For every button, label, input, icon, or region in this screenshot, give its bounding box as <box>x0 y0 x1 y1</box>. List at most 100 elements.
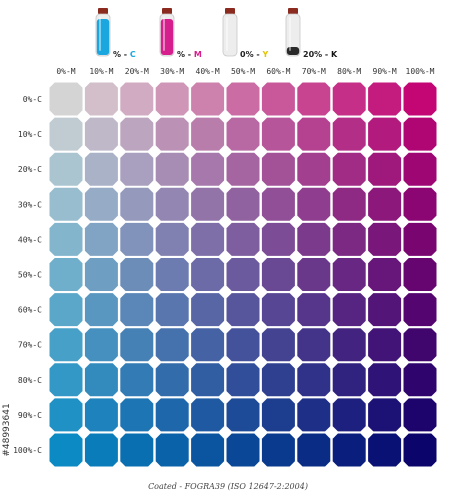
swatch <box>226 363 260 397</box>
swatch <box>84 398 118 432</box>
swatch <box>261 222 295 256</box>
swatch <box>120 293 154 327</box>
column-label: 30%-M <box>160 67 184 76</box>
magenta-bottle-label: % - M <box>177 50 202 59</box>
swatch <box>120 328 154 362</box>
swatch <box>332 433 366 467</box>
swatch <box>191 82 225 116</box>
row-label: 40%-C <box>18 235 42 244</box>
swatch <box>84 363 118 397</box>
swatch <box>226 433 260 467</box>
swatch <box>332 293 366 327</box>
swatch <box>368 363 402 397</box>
swatch <box>49 398 83 432</box>
swatch <box>226 293 260 327</box>
swatch <box>297 187 331 221</box>
swatch <box>49 152 83 186</box>
swatch <box>297 152 331 186</box>
swatch <box>368 258 402 291</box>
row-labels: 0%-C 10%-C 20%-C 30%-C 40%-C 50%-C 60%-C 70%-C 8… <box>13 95 42 455</box>
swatch <box>84 117 118 151</box>
swatch <box>261 328 295 362</box>
yellow-bottle-cap <box>225 8 235 14</box>
magenta-ink-level <box>160 19 174 55</box>
swatch <box>226 398 260 432</box>
swatch <box>261 258 295 291</box>
swatch <box>261 82 295 116</box>
swatch <box>191 433 225 467</box>
swatch <box>49 258 83 291</box>
swatch <box>368 328 402 362</box>
swatch <box>120 433 154 467</box>
yellow-bottle: 0% - Y <box>222 8 268 59</box>
row-label: 20%-C <box>18 165 42 174</box>
swatch <box>49 82 83 116</box>
swatch <box>403 293 437 327</box>
black-ink-level <box>286 47 300 55</box>
swatch <box>226 258 260 291</box>
row-label: 60%-C <box>18 306 42 315</box>
swatch <box>191 117 225 151</box>
swatch <box>84 152 118 186</box>
side-image-id: #48993641 <box>2 403 12 456</box>
column-labels: 0%-M 10%-M 20%-M 30%-M 40%-M 50%-M 60%-M 70%-M 8… <box>56 67 434 76</box>
swatch <box>120 82 154 116</box>
cyan-bottle-cap <box>98 8 108 14</box>
column-label: 0%-M <box>56 67 75 76</box>
swatch <box>120 363 154 397</box>
swatch <box>120 258 154 291</box>
cyan-bottle-label: % - C <box>113 50 136 59</box>
swatch <box>332 187 366 221</box>
cyan-ink-level <box>96 19 110 55</box>
swatch <box>155 222 189 256</box>
swatch <box>297 222 331 256</box>
swatch <box>261 398 295 432</box>
swatch <box>84 293 118 327</box>
swatch <box>226 222 260 256</box>
swatch <box>403 152 437 186</box>
black-bottle-label: 20% - K <box>303 50 338 59</box>
swatch <box>120 117 154 151</box>
swatch <box>84 222 118 256</box>
yellow-bottle-body <box>222 13 238 57</box>
swatch <box>403 82 437 116</box>
swatch <box>332 258 366 291</box>
swatch <box>368 152 402 186</box>
footer-caption: Coated - FOGRA39 (ISO 12647-2:2004) <box>148 482 308 491</box>
swatch <box>120 222 154 256</box>
swatch <box>297 398 331 432</box>
swatch <box>368 82 402 116</box>
swatch <box>332 222 366 256</box>
swatch <box>403 328 437 362</box>
row-label: 50%-C <box>18 271 42 280</box>
swatch <box>403 258 437 291</box>
ink-bottles: % - C % - M 0% - Y 20% - K <box>95 8 338 59</box>
swatch <box>155 398 189 432</box>
swatch <box>403 433 437 467</box>
magenta-bottle: % - M <box>159 8 202 59</box>
swatch <box>84 258 118 291</box>
swatch <box>49 433 83 467</box>
swatch <box>191 187 225 221</box>
swatch <box>332 398 366 432</box>
swatch <box>49 293 83 327</box>
swatch <box>297 82 331 116</box>
swatch <box>297 258 331 291</box>
row-label: 30%-C <box>18 200 42 209</box>
swatch <box>403 363 437 397</box>
swatch <box>155 293 189 327</box>
swatch <box>261 433 295 467</box>
column-label: 50%-M <box>231 67 255 76</box>
swatch <box>261 293 295 327</box>
swatch <box>368 222 402 256</box>
row-label: 70%-C <box>18 341 42 350</box>
row-label: 90%-C <box>18 411 42 420</box>
swatch <box>403 187 437 221</box>
swatch <box>332 117 366 151</box>
swatch <box>191 258 225 291</box>
row-label: 0%-C <box>23 95 42 104</box>
column-label: 70%-M <box>302 67 326 76</box>
row-label: 80%-C <box>18 376 42 385</box>
swatch <box>155 363 189 397</box>
swatch <box>49 328 83 362</box>
